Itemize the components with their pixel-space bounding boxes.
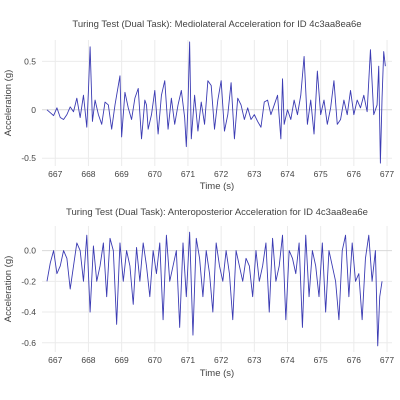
x-tick-label: 670 xyxy=(148,169,162,179)
x-tick-label: 668 xyxy=(81,169,95,179)
y-tick-label: 0 xyxy=(31,105,36,115)
x-tick-label: 674 xyxy=(280,169,294,179)
series-line xyxy=(46,231,383,347)
y-tick-label: -0.6 xyxy=(21,338,36,348)
x-tick-label: 671 xyxy=(181,355,195,365)
x-tick-label: 667 xyxy=(48,355,62,365)
x-tick-label: 675 xyxy=(314,169,328,179)
x-tick-label: 672 xyxy=(214,355,228,365)
x-tick-label: 675 xyxy=(314,355,328,365)
chart-title: Turing Test (Dual Task): Anteroposterior… xyxy=(66,207,368,218)
x-tick-label: 674 xyxy=(280,355,294,365)
x-tick-label: 677 xyxy=(380,355,394,365)
x-tick-label: 673 xyxy=(247,355,261,365)
y-axis-label: Acceleration (g) xyxy=(3,256,14,323)
x-tick-label: 668 xyxy=(81,355,95,365)
x-tick-label: 669 xyxy=(115,169,129,179)
x-tick-label: 677 xyxy=(380,169,394,179)
x-tick-label: 673 xyxy=(247,169,261,179)
chart-mediolateral: 667 668 669 670 671 672 673 674 675 676 677 -0.5 0 0.… xyxy=(3,19,394,192)
x-tick-label: 671 xyxy=(181,169,195,179)
chart-title: Turing Test (Dual Task): Mediolateral Ac… xyxy=(72,19,361,30)
x-axis-label: Time (s) xyxy=(200,368,234,379)
x-tick-label: 676 xyxy=(347,169,361,179)
x-tick-label: 670 xyxy=(148,355,162,365)
y-axis-label: Acceleration (g) xyxy=(3,70,14,137)
y-tick-label: 0.0 xyxy=(24,246,36,256)
x-axis-label: Time (s) xyxy=(200,181,234,192)
x-tick-label: 672 xyxy=(214,169,228,179)
y-tick-label: -0.2 xyxy=(21,276,36,286)
chart-anteroposterior: 667 668 669 670 671 672 673 674 675 676 677 -0.6 -0.… xyxy=(3,207,394,379)
x-tick-label: 667 xyxy=(48,169,62,179)
y-tick-label: -0.5 xyxy=(21,153,36,163)
x-tick-label: 676 xyxy=(347,355,361,365)
series-line xyxy=(46,41,386,164)
y-tick-label: 0.5 xyxy=(24,56,36,66)
y-tick-label: -0.4 xyxy=(21,307,36,317)
x-tick-label: 669 xyxy=(115,355,129,365)
